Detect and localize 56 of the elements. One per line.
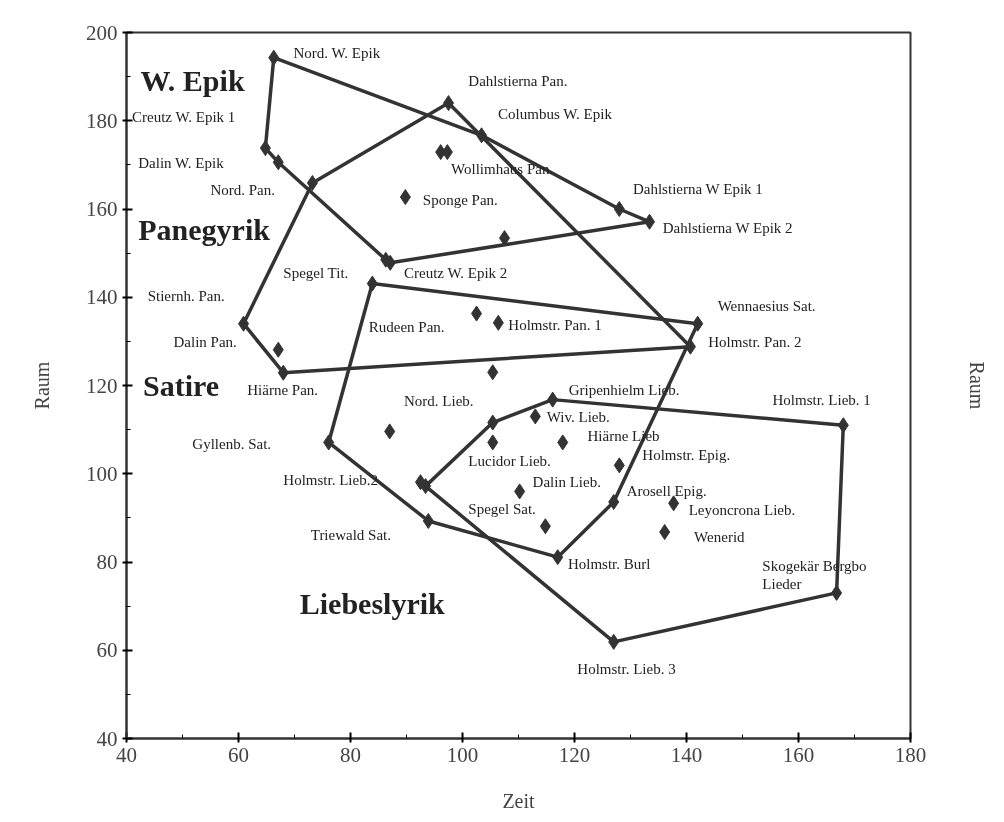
annotation: Wiv. Lieb. bbox=[546, 408, 610, 425]
x-tick-label: 160 bbox=[782, 742, 815, 767]
annotation: Dalin W. Epik bbox=[138, 155, 225, 172]
annotation: W. Epik bbox=[140, 64, 245, 98]
annotation: Nord. Lieb. bbox=[404, 393, 474, 410]
annotation: Spegel Sat. bbox=[468, 501, 536, 518]
annotation: Arosell Epig. bbox=[626, 483, 707, 500]
x-tick-label: 60 bbox=[228, 742, 249, 767]
annotation: Columbus W. Epik bbox=[498, 106, 613, 123]
y-tick-label: 160 bbox=[86, 197, 118, 221]
y-tick-label: 200 bbox=[86, 20, 118, 45]
annotation: Rudeen Pan. bbox=[368, 318, 445, 335]
annotation: Dahlstierna W Epik 2 bbox=[662, 220, 793, 237]
x-tick-label: 140 bbox=[670, 742, 703, 767]
annotation: Dalin Lieb. bbox=[532, 473, 601, 490]
y-tick-label: 100 bbox=[86, 461, 118, 486]
annotation: Creutz W. Epik 2 bbox=[404, 265, 508, 282]
annotation: Holmstr. Lieb. 3 bbox=[577, 660, 676, 677]
x-axis-title: Zeit bbox=[502, 789, 536, 812]
annotation: Dahlstierna W Epik 1 bbox=[632, 180, 763, 197]
annotation: Nord. W. Epik bbox=[293, 44, 381, 61]
annotation: Holmstr. Lieb. 1 bbox=[772, 392, 871, 409]
annotation: Holmstr. Burl bbox=[567, 556, 651, 573]
annotation: Dahlstierna Pan. bbox=[468, 72, 568, 89]
annotation: Stiernh. Pan. bbox=[147, 287, 225, 304]
annotation: Sponge Pan. bbox=[422, 191, 498, 208]
annotation: Dalin Pan. bbox=[173, 334, 237, 351]
annotation: Panegyrik bbox=[138, 212, 271, 246]
annotation: Creutz W. Epik 1 bbox=[131, 109, 236, 126]
y-axis-title: Raum bbox=[31, 361, 53, 410]
y-tick-label: 140 bbox=[86, 285, 118, 310]
y-tick-label: 80 bbox=[96, 550, 118, 574]
x-tick-label: 120 bbox=[558, 742, 591, 767]
y2-axis-title: Raum bbox=[965, 361, 988, 410]
annotation: Wenerid bbox=[694, 529, 746, 546]
annotation: Gyllenb. Sat. bbox=[192, 436, 272, 453]
annotation: Satire bbox=[142, 369, 220, 402]
annotation: Triewald Sat. bbox=[310, 527, 392, 544]
x-tick-label: 40 bbox=[116, 742, 137, 767]
annotation: Holmstr. Pan. 2 bbox=[708, 334, 802, 351]
annotation: Spegel Tit. bbox=[283, 265, 349, 282]
y-tick-label: 180 bbox=[86, 108, 118, 133]
annotation: Holmstr. Epig. bbox=[642, 447, 731, 464]
x-tick-label: 100 bbox=[446, 742, 479, 767]
y-tick-label: 40 bbox=[96, 726, 118, 751]
y-tick-label: 60 bbox=[96, 638, 118, 663]
y-tick-label: 120 bbox=[86, 373, 118, 398]
x-tick-label: 180 bbox=[894, 742, 927, 767]
annotation: Wennaesius Sat. bbox=[717, 298, 816, 315]
annotation: Hiärne Pan. bbox=[247, 381, 319, 398]
annotation: Lucidor Lieb. bbox=[468, 453, 551, 470]
annotation: Leyoncrona Lieb. bbox=[688, 501, 796, 518]
x-tick-label: 80 bbox=[340, 742, 361, 767]
annotation: Holmstr. Pan. 1 bbox=[508, 317, 602, 334]
annotation: Nord. Pan. bbox=[210, 181, 275, 198]
annotation: Liebeslyrik bbox=[299, 587, 446, 621]
